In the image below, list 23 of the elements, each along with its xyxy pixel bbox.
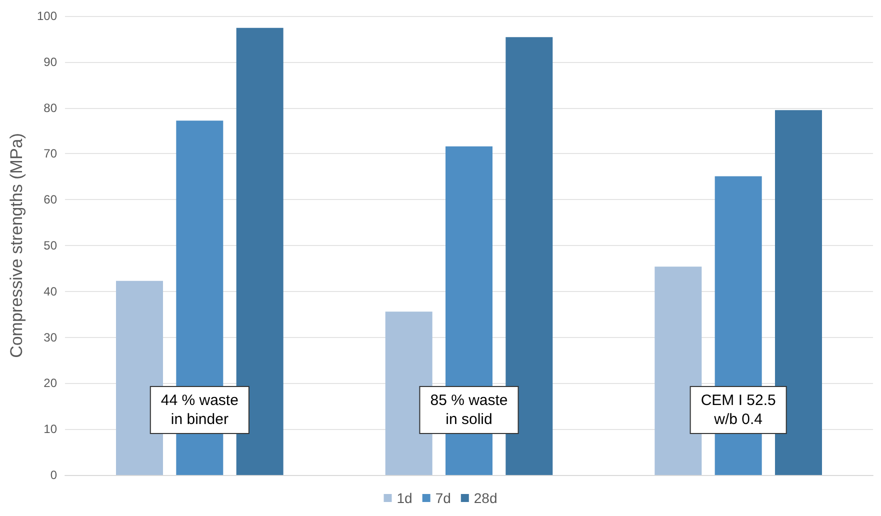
x-tick-label: 85 % waste in solid	[430, 392, 508, 428]
y-tick-label: 90	[44, 54, 58, 69]
bar	[774, 110, 822, 475]
legend-label: 28d	[474, 490, 498, 506]
y-tick-label: 0	[50, 468, 58, 482]
y-tick-label: 70	[44, 146, 58, 161]
y-tick-label: 50	[44, 238, 58, 252]
bar	[654, 266, 702, 475]
legend-label: 1d	[396, 490, 412, 506]
y-tick-label: 30	[44, 330, 58, 344]
bar	[385, 312, 432, 475]
y-tick-label: 10	[44, 422, 58, 436]
y-axis-title: Compressive strengths (MPa)	[7, 133, 26, 358]
bar	[506, 37, 553, 475]
legend-label: 7d	[435, 490, 451, 506]
bar	[236, 28, 284, 475]
y-tick-label: 40	[44, 284, 58, 298]
x-tick-label: CEM I 52.5 w/b 0.4	[700, 392, 776, 428]
x-tick-label: 44 % waste in binder	[160, 392, 238, 428]
y-tick-label: 100	[36, 9, 58, 23]
y-tick-label: 20	[44, 376, 58, 390]
y-tick-label: 60	[44, 192, 58, 207]
y-tick-label: 80	[44, 100, 58, 115]
